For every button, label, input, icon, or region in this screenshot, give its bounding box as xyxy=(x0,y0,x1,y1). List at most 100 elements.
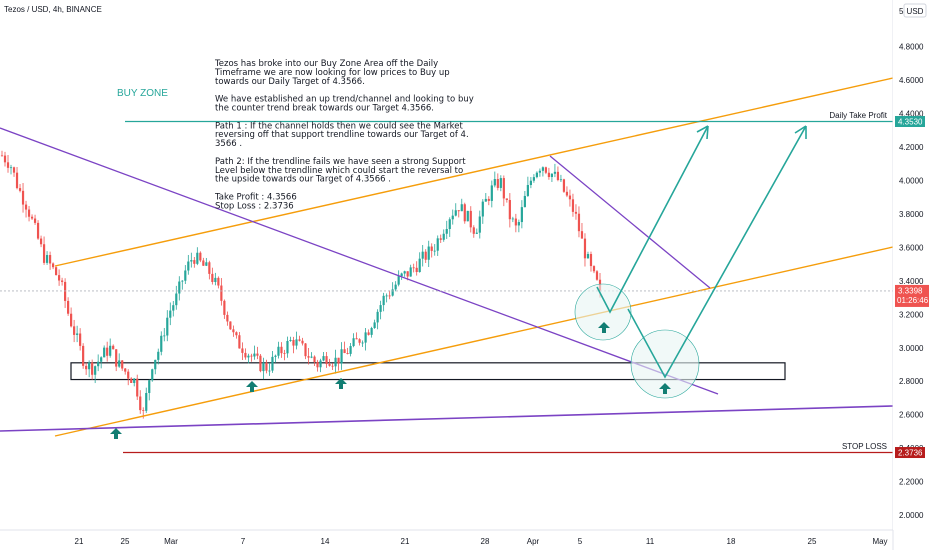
candle-body xyxy=(160,335,163,352)
candle-body xyxy=(48,255,52,264)
candle-body xyxy=(88,362,91,370)
price-tick-label: 4.4000 xyxy=(899,110,924,119)
candle-body xyxy=(301,340,304,344)
path2-projection[interactable] xyxy=(627,125,807,379)
path1-projection[interactable] xyxy=(596,125,709,314)
note-line: Timeframe we are now looking for low pri… xyxy=(214,68,450,78)
candle-body xyxy=(184,270,187,281)
price-axis[interactable] xyxy=(893,0,932,530)
candle-body xyxy=(391,289,394,296)
candle-body xyxy=(193,260,196,264)
candle-body xyxy=(286,340,289,354)
path1-arrowhead-icon xyxy=(696,125,709,140)
candles-group xyxy=(0,150,602,419)
currency-button[interactable] xyxy=(903,3,927,18)
channel-lower-line[interactable] xyxy=(54,246,894,437)
candle-body xyxy=(562,179,566,192)
candle-body xyxy=(406,271,409,277)
candle-body xyxy=(271,356,274,371)
candle-body xyxy=(106,347,109,356)
candle-body xyxy=(364,332,367,343)
candle-body xyxy=(340,349,343,364)
time-tick-label: 18 xyxy=(727,537,736,546)
candle-body xyxy=(289,339,292,341)
candle-body xyxy=(265,362,268,371)
channel-upper-line[interactable] xyxy=(54,77,894,267)
note-line: Level below the trendline which could st… xyxy=(215,166,463,176)
candle-body xyxy=(433,250,436,252)
candle-body xyxy=(379,305,382,312)
time-axis-ticks: 21 25 Mar 7 14 21 28 Apr 5 11 18 25 May xyxy=(75,537,888,546)
candle-body xyxy=(196,252,199,264)
path2-arrowhead-icon xyxy=(794,125,807,139)
candle-body xyxy=(73,326,76,335)
time-tick-label: 25 xyxy=(121,537,130,546)
candle-body xyxy=(298,339,301,341)
candle-body xyxy=(508,199,511,220)
candle-body xyxy=(346,353,349,354)
candle-body xyxy=(553,171,557,174)
note-line: 3566 . xyxy=(215,139,242,149)
price-tick-label: 3.6000 xyxy=(899,243,924,252)
note-line: Stop Loss : 2.3736 xyxy=(215,201,294,211)
candle-body xyxy=(316,361,319,368)
time-tick-label: 11 xyxy=(646,537,655,546)
candle-body xyxy=(412,267,415,269)
candle-body xyxy=(511,218,514,220)
long-downtrend-line[interactable] xyxy=(0,127,719,395)
candle-body xyxy=(373,322,376,329)
candle-body xyxy=(424,251,427,260)
time-tick-label: 21 xyxy=(401,537,410,546)
candle-body xyxy=(277,346,280,356)
short-downtrend-line[interactable] xyxy=(549,155,711,289)
candle-body xyxy=(304,343,307,357)
candle-body xyxy=(325,356,328,365)
price-tick-label: 4.8000 xyxy=(899,43,924,52)
candle-body xyxy=(505,198,508,200)
candle-body xyxy=(592,266,596,272)
candle-body xyxy=(91,362,94,375)
candle-body xyxy=(268,370,271,372)
candle-body xyxy=(556,171,560,180)
candle-body xyxy=(484,198,487,202)
candle-body xyxy=(496,179,499,188)
candle-body xyxy=(175,293,178,306)
candle-body xyxy=(571,199,575,212)
candle-body xyxy=(403,271,406,274)
candle-body xyxy=(292,339,295,346)
time-tick-label: 28 xyxy=(481,537,490,546)
candle-body xyxy=(33,218,37,223)
note-line: Path 1 : If the channel holds then we co… xyxy=(215,121,463,131)
current-price-value: 3.3398 xyxy=(898,286,923,295)
candle-body xyxy=(493,179,496,186)
candle-body xyxy=(256,353,259,356)
candle-body xyxy=(502,178,505,199)
candle-body xyxy=(70,313,73,327)
candle-body xyxy=(21,190,25,205)
take-profit-label: Daily Take Profit xyxy=(829,111,887,120)
candle-body xyxy=(490,185,493,201)
price-tick-label: 2.6000 xyxy=(899,411,924,420)
candle-body xyxy=(568,195,572,200)
support-zone-box[interactable] xyxy=(70,362,786,381)
candle-body xyxy=(283,353,286,354)
candle-body xyxy=(148,380,151,393)
long-uptrend-line[interactable] xyxy=(0,405,894,432)
candle-body xyxy=(328,364,331,366)
candle-body xyxy=(475,232,478,234)
candle-body xyxy=(427,246,430,260)
candle-body xyxy=(36,222,40,239)
candle-body xyxy=(151,369,154,381)
note-line: towards our Daily Target of 4.3566. xyxy=(215,77,365,87)
plot-area[interactable] xyxy=(0,0,893,530)
candle-body xyxy=(415,267,418,273)
candle-body xyxy=(487,198,490,201)
candle-body xyxy=(190,260,193,262)
candle-body xyxy=(229,321,232,330)
candle-body xyxy=(67,300,70,314)
candle-body xyxy=(397,276,400,285)
candle-body xyxy=(166,317,169,336)
take-profit-badge xyxy=(895,115,925,127)
candle-body xyxy=(385,295,388,297)
